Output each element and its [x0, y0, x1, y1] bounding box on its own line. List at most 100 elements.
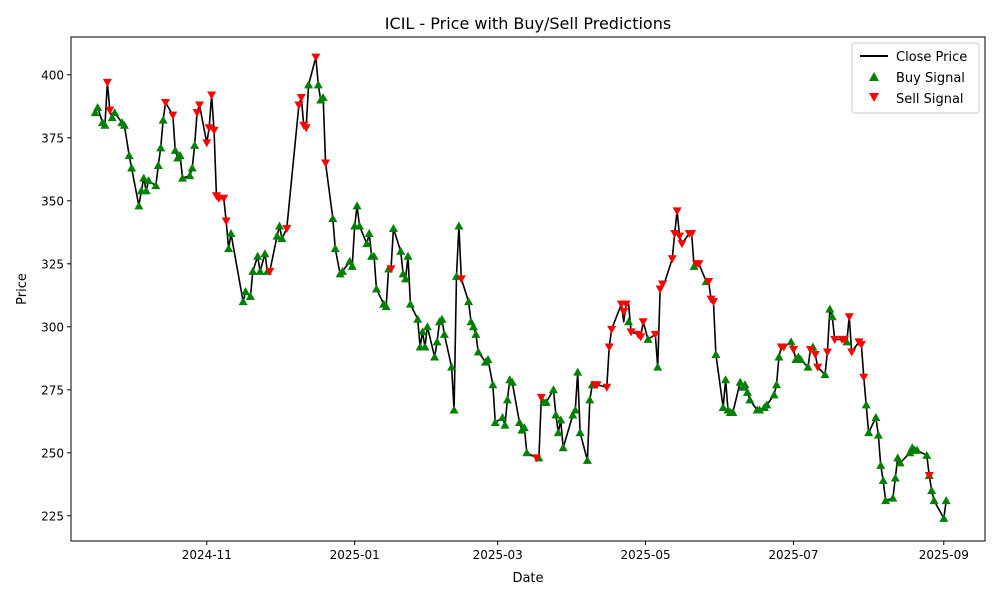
buy-signal-marker — [827, 312, 837, 321]
buy-signal-marker — [895, 458, 905, 467]
x-axis-label: Date — [512, 571, 543, 586]
sell-signal-marker — [619, 308, 629, 317]
buy-signal-marker — [786, 337, 796, 346]
x-tick-label: 2025-05 — [621, 548, 671, 562]
x-tick-label: 2025-07 — [768, 548, 818, 562]
sell-signal-marker — [704, 277, 714, 286]
buy-signal-marker — [134, 201, 144, 210]
buy-signal-marker — [439, 329, 449, 338]
sell-signal-marker — [670, 230, 680, 239]
buy-signal-marker — [245, 292, 255, 301]
buy-signal-marker — [226, 229, 236, 238]
sell-signal-marker — [386, 265, 396, 274]
buy-signal-marker — [364, 229, 374, 238]
buy-signal-marker — [185, 171, 195, 180]
buy-signal-marker — [449, 405, 459, 414]
x-tick-label: 2025-01 — [330, 548, 380, 562]
buy-signal-marker — [352, 201, 362, 210]
sell-signal-marker — [282, 225, 292, 234]
axes-background — [71, 37, 985, 541]
buy-signal-marker — [396, 246, 406, 255]
sell-signal-marker — [694, 260, 704, 269]
sell-signal-marker — [607, 325, 617, 334]
buy-signal-marker — [100, 120, 110, 129]
buy-signal-layer — [90, 80, 951, 522]
legend-sell-signal-swatch — [869, 93, 879, 102]
buy-signal-marker — [127, 163, 137, 172]
buy-signal-marker — [388, 224, 398, 233]
buy-signal-marker — [573, 367, 583, 376]
buy-signal-marker — [238, 297, 248, 306]
buy-signal-marker — [248, 266, 258, 275]
buy-signal-marker — [471, 329, 481, 338]
sell-signal-marker — [626, 328, 636, 337]
buy-signal-marker — [430, 352, 440, 361]
sell-signal-marker — [822, 348, 832, 357]
buy-signal-marker — [922, 450, 932, 459]
buy-signal-marker — [643, 334, 653, 343]
buy-signal-marker — [568, 410, 578, 419]
sell-signal-marker — [847, 348, 857, 357]
buy-signal-marker — [548, 385, 558, 394]
legend-buy-signal-label: Buy Signal — [896, 71, 965, 86]
legend: Close Price Buy Signal Sell Signal — [851, 42, 980, 114]
sell-signal-marker — [839, 335, 849, 344]
buy-signal-marker — [187, 163, 197, 172]
y-tick-label: 375 — [41, 131, 64, 145]
sell-signal-marker — [859, 373, 869, 382]
buy-signal-marker — [929, 496, 939, 505]
sell-signal-marker — [102, 78, 112, 87]
legend-sell-signal-label: Sell Signal — [896, 92, 964, 107]
axes-frame — [70, 36, 986, 542]
buy-signal-marker — [873, 430, 883, 439]
buy-signal-marker — [90, 108, 100, 117]
buy-signal-marker — [742, 387, 752, 396]
sell-signal-marker — [265, 267, 275, 276]
y-tick-label: 325 — [41, 257, 64, 271]
buy-signal-marker — [468, 322, 478, 331]
buy-signal-marker — [124, 150, 134, 159]
buy-signal-marker — [861, 400, 871, 409]
buy-signal-marker — [403, 251, 413, 260]
y-tick-label: 250 — [41, 446, 64, 460]
buy-signal-marker — [507, 377, 517, 386]
buy-signal-marker — [772, 380, 781, 389]
buy-signal-marker — [803, 362, 813, 371]
chart-title: ICIL - Price with Buy/Sell Predictions — [385, 14, 671, 33]
buy-signal-marker — [338, 266, 348, 275]
buy-signal-marker — [158, 115, 168, 124]
buy-signal-marker — [420, 342, 430, 351]
sell-signal-marker — [311, 53, 321, 62]
sell-signal-marker — [658, 280, 668, 289]
buy-signal-marker — [745, 395, 755, 404]
buy-signal-marker — [498, 413, 508, 422]
buy-signal-marker — [522, 448, 532, 457]
buy-signal-marker — [769, 390, 779, 399]
buy-signal-marker — [107, 113, 117, 122]
buy-signal-marker — [582, 455, 592, 464]
sell-signal-marker — [650, 330, 660, 339]
buy-signal-marker — [224, 244, 234, 253]
plot-area: 2024-11 2025-01 2025-03 2025-05 2025-07 2025-… — [41, 36, 986, 562]
buy-signal-marker — [175, 150, 185, 159]
buy-signal-marker — [728, 407, 738, 416]
sell-signal-marker — [219, 194, 229, 203]
buy-signal-marker — [275, 221, 284, 230]
y-tick-label: 225 — [41, 509, 64, 523]
buy-signal-marker — [277, 234, 287, 243]
sell-signal-marker — [638, 318, 648, 327]
buy-signal-marker — [556, 415, 566, 424]
buy-signal-marker — [653, 362, 663, 371]
buy-signal-marker — [156, 143, 166, 152]
buy-signal-marker — [585, 395, 595, 404]
sell-signal-marker — [788, 345, 798, 354]
buy-signal-marker — [255, 266, 265, 275]
buy-signal-marker — [447, 362, 457, 371]
buy-signal-marker — [454, 221, 464, 230]
sell-signal-layer — [102, 53, 934, 480]
sell-signal-marker — [805, 345, 815, 354]
sell-signal-marker — [531, 454, 541, 463]
buy-signal-marker — [553, 428, 563, 437]
sell-signal-marker — [301, 124, 311, 133]
sell-signal-marker — [672, 207, 682, 216]
